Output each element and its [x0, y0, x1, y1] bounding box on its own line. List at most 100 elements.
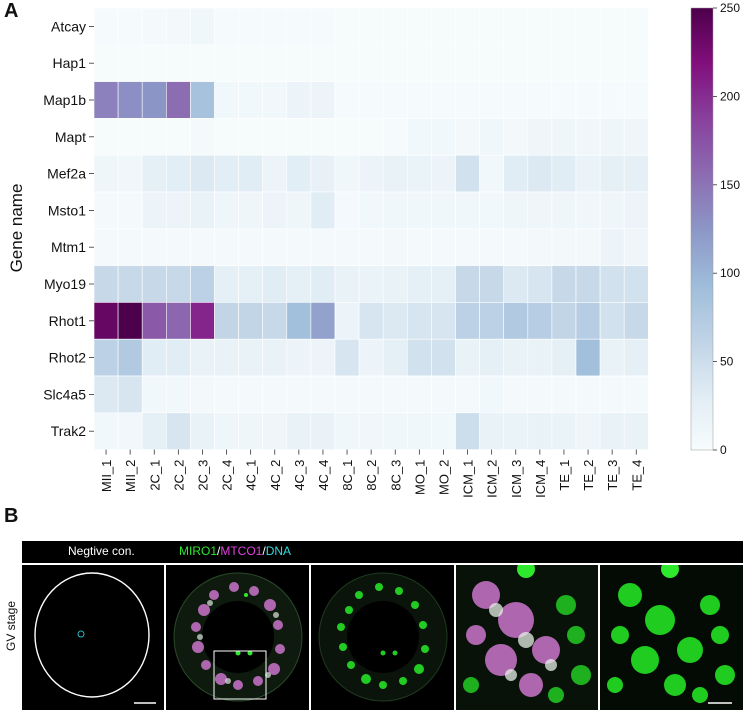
- heatmap-cell-Myo19-TE_4: [623, 265, 649, 303]
- heatmap-cell-Atcay-4C_4: [310, 7, 336, 46]
- heatmap-cell-Hap1-ICM_4: [527, 44, 553, 82]
- heatmap-cell-Hap1-ICM_2: [479, 44, 505, 82]
- heatmap-cell-Map1b-TE_3: [599, 81, 625, 119]
- heatmap-cell-Rhot1-8C_1: [334, 302, 360, 340]
- sample-label-ICM_3: ICM_3: [509, 460, 524, 498]
- heatmap-cell-Atcay-8C_2: [358, 7, 384, 46]
- heatmap-cell-Mapt-ICM_2: [479, 118, 505, 156]
- heatmap-cell-Trak2-MO_2: [431, 412, 456, 450]
- heatmap-cell-Slc4a5-2C_3: [190, 375, 215, 414]
- heatmap-cell-Hap1-2C_3: [190, 44, 215, 82]
- heatmap-cell-Msto1-8C_3: [382, 191, 408, 230]
- heatmap-cell-Hap1-ICM_1: [455, 44, 480, 82]
- sample-label-4C_3: 4C_3: [292, 460, 307, 491]
- zoomed-merged-graphic: [456, 565, 598, 710]
- channel-legend: MIRO1/MTCO1/DNA: [179, 544, 291, 558]
- heatmap-cell-Slc4a5-2C_1: [141, 375, 167, 414]
- heatmap-cell-Map1b-4C_3: [286, 81, 312, 119]
- heatmap-cell-Myo19-2C_2: [166, 265, 191, 303]
- heatmap-cell-Mef2a-2C_2: [166, 154, 191, 193]
- heatmap-cell-Msto1-MII_1: [93, 191, 119, 230]
- heatmap-cell-Rhot2-8C_2: [358, 338, 384, 377]
- heatmap-cell-Mtm1-TE_1: [551, 228, 577, 266]
- heatmap-cell-Mtm1-ICM_4: [527, 228, 553, 266]
- heatmap-cell-Slc4a5-TE_2: [575, 375, 601, 414]
- gene-label-Slc4a5: Slc4a5: [43, 386, 86, 402]
- heatmap-cell-Rhot1-ICM_4: [527, 302, 553, 340]
- heatmap-cell-Rhot2-ICM_2: [479, 338, 505, 377]
- zoomed-merged-image: [456, 565, 598, 710]
- heatmap-cell-Rhot1-4C_4: [310, 302, 336, 340]
- merged-channel-graphic: [173, 572, 303, 702]
- heatmap-cell-Myo19-MII_2: [117, 265, 143, 303]
- heatmap-cell-Mapt-TE_3: [599, 118, 625, 156]
- heatmap-cell-Myo19-8C_2: [358, 265, 384, 303]
- heatmap-cell-Hap1-8C_2: [358, 44, 384, 82]
- heatmap-cell-Atcay-4C_2: [262, 7, 288, 46]
- microscopy-panel: Negtive con. MIRO1/MTCO1/DNA GV stage: [4, 541, 743, 710]
- heatmap-cell-Rhot2-4C_2: [262, 338, 288, 377]
- heatmap-cell-Rhot1-MO_2: [431, 302, 456, 340]
- heatmap-cell-Hap1-4C_2: [262, 44, 288, 82]
- heatmap-cell-Slc4a5-2C_2: [166, 375, 191, 414]
- heatmap-cell-Map1b-MO_2: [431, 81, 456, 119]
- heatmap-cell-Mapt-TE_1: [551, 118, 577, 156]
- gene-label-Mtm1: Mtm1: [51, 239, 86, 255]
- gene-label-Myo19: Myo19: [44, 276, 86, 292]
- heatmap-cell-Atcay-ICM_1: [455, 7, 480, 46]
- heatmap-cell-Trak2-2C_2: [166, 412, 191, 450]
- sample-label-8C_3: 8C_3: [388, 460, 403, 491]
- sample-label-4C_4: 4C_4: [316, 460, 331, 491]
- heatmap-cell-Atcay-ICM_2: [479, 7, 505, 46]
- heatmap-cell-Myo19-TE_1: [551, 265, 577, 303]
- heatmap-cell-Mtm1-2C_1: [141, 228, 167, 266]
- heatmap-cell-Myo19-4C_1: [238, 265, 264, 303]
- heatmap-cell-Msto1-TE_4: [623, 191, 649, 230]
- sample-label-TE_2: TE_2: [581, 460, 596, 491]
- heatmap-cell-Mef2a-4C_4: [310, 154, 336, 193]
- zoomed-miro1-graphic: [600, 565, 743, 710]
- heatmap-cell-Atcay-2C_3: [190, 7, 215, 46]
- heatmap-cell-Atcay-ICM_3: [503, 7, 529, 46]
- heatmap-cell-Myo19-ICM_1: [455, 265, 480, 303]
- heatmap-cell-Hap1-TE_4: [623, 44, 649, 82]
- heatmap-cell-Mtm1-4C_2: [262, 228, 288, 266]
- heatmap-cell-Rhot1-8C_3: [382, 302, 408, 340]
- heatmap-cell-Rhot1-TE_2: [575, 302, 601, 340]
- heatmap-cell-Mef2a-8C_2: [358, 154, 384, 193]
- heatmap-cell-Mef2a-ICM_2: [479, 154, 505, 193]
- heatmap-cell-Msto1-8C_2: [358, 191, 384, 230]
- heatmap-cell-Mapt-8C_3: [382, 118, 408, 156]
- heatmap-cell-Slc4a5-4C_4: [310, 375, 336, 414]
- stage-label: GV stage: [4, 600, 18, 651]
- heatmap-cell-Slc4a5-ICM_4: [527, 375, 553, 414]
- heatmap-cell-Atcay-8C_1: [334, 7, 360, 46]
- heatmap-cell-Trak2-ICM_3: [503, 412, 529, 450]
- heatmap-cell-Map1b-MO_1: [406, 81, 432, 119]
- heatmap-cell-Mapt-2C_2: [166, 118, 191, 156]
- heatmap-cell-Atcay-MO_1: [406, 7, 432, 46]
- heatmap-cell-Rhot1-ICM_3: [503, 302, 529, 340]
- heatmap-cell-Mef2a-4C_1: [238, 154, 264, 193]
- heatmap-cell-Mef2a-TE_3: [599, 154, 625, 193]
- heatmap-cell-Myo19-TE_2: [575, 265, 601, 303]
- heatmap-cell-Rhot2-2C_2: [166, 338, 191, 377]
- heatmap-cell-Msto1-TE_3: [599, 191, 625, 230]
- legend-separator-1: /: [217, 544, 221, 558]
- heatmap-cell-Trak2-4C_4: [310, 412, 336, 450]
- heatmap-cell-Mapt-4C_3: [286, 118, 312, 156]
- heatmap-cell-Slc4a5-8C_2: [358, 375, 384, 414]
- legend-miro1: MIRO1: [179, 544, 218, 558]
- heatmap-cell-Slc4a5-MII_2: [117, 375, 143, 414]
- heatmap-cell-Slc4a5-4C_2: [262, 375, 288, 414]
- heatmap-cell-Msto1-MO_1: [406, 191, 432, 230]
- heatmap-cell-Msto1-MII_2: [117, 191, 143, 230]
- gene-label-Trak2: Trak2: [51, 423, 86, 439]
- heatmap-cell-Mtm1-MII_1: [93, 228, 119, 266]
- heatmap-cell-Slc4a5-MII_1: [93, 375, 119, 414]
- heatmap-cell-Slc4a5-TE_3: [599, 375, 625, 414]
- heatmap-cell-Map1b-2C_1: [141, 81, 167, 119]
- heatmap-cell-Atcay-ICM_4: [527, 7, 553, 46]
- heatmap-cell-Rhot1-4C_3: [286, 302, 312, 340]
- heatmap-cell-Mtm1-2C_3: [190, 228, 215, 266]
